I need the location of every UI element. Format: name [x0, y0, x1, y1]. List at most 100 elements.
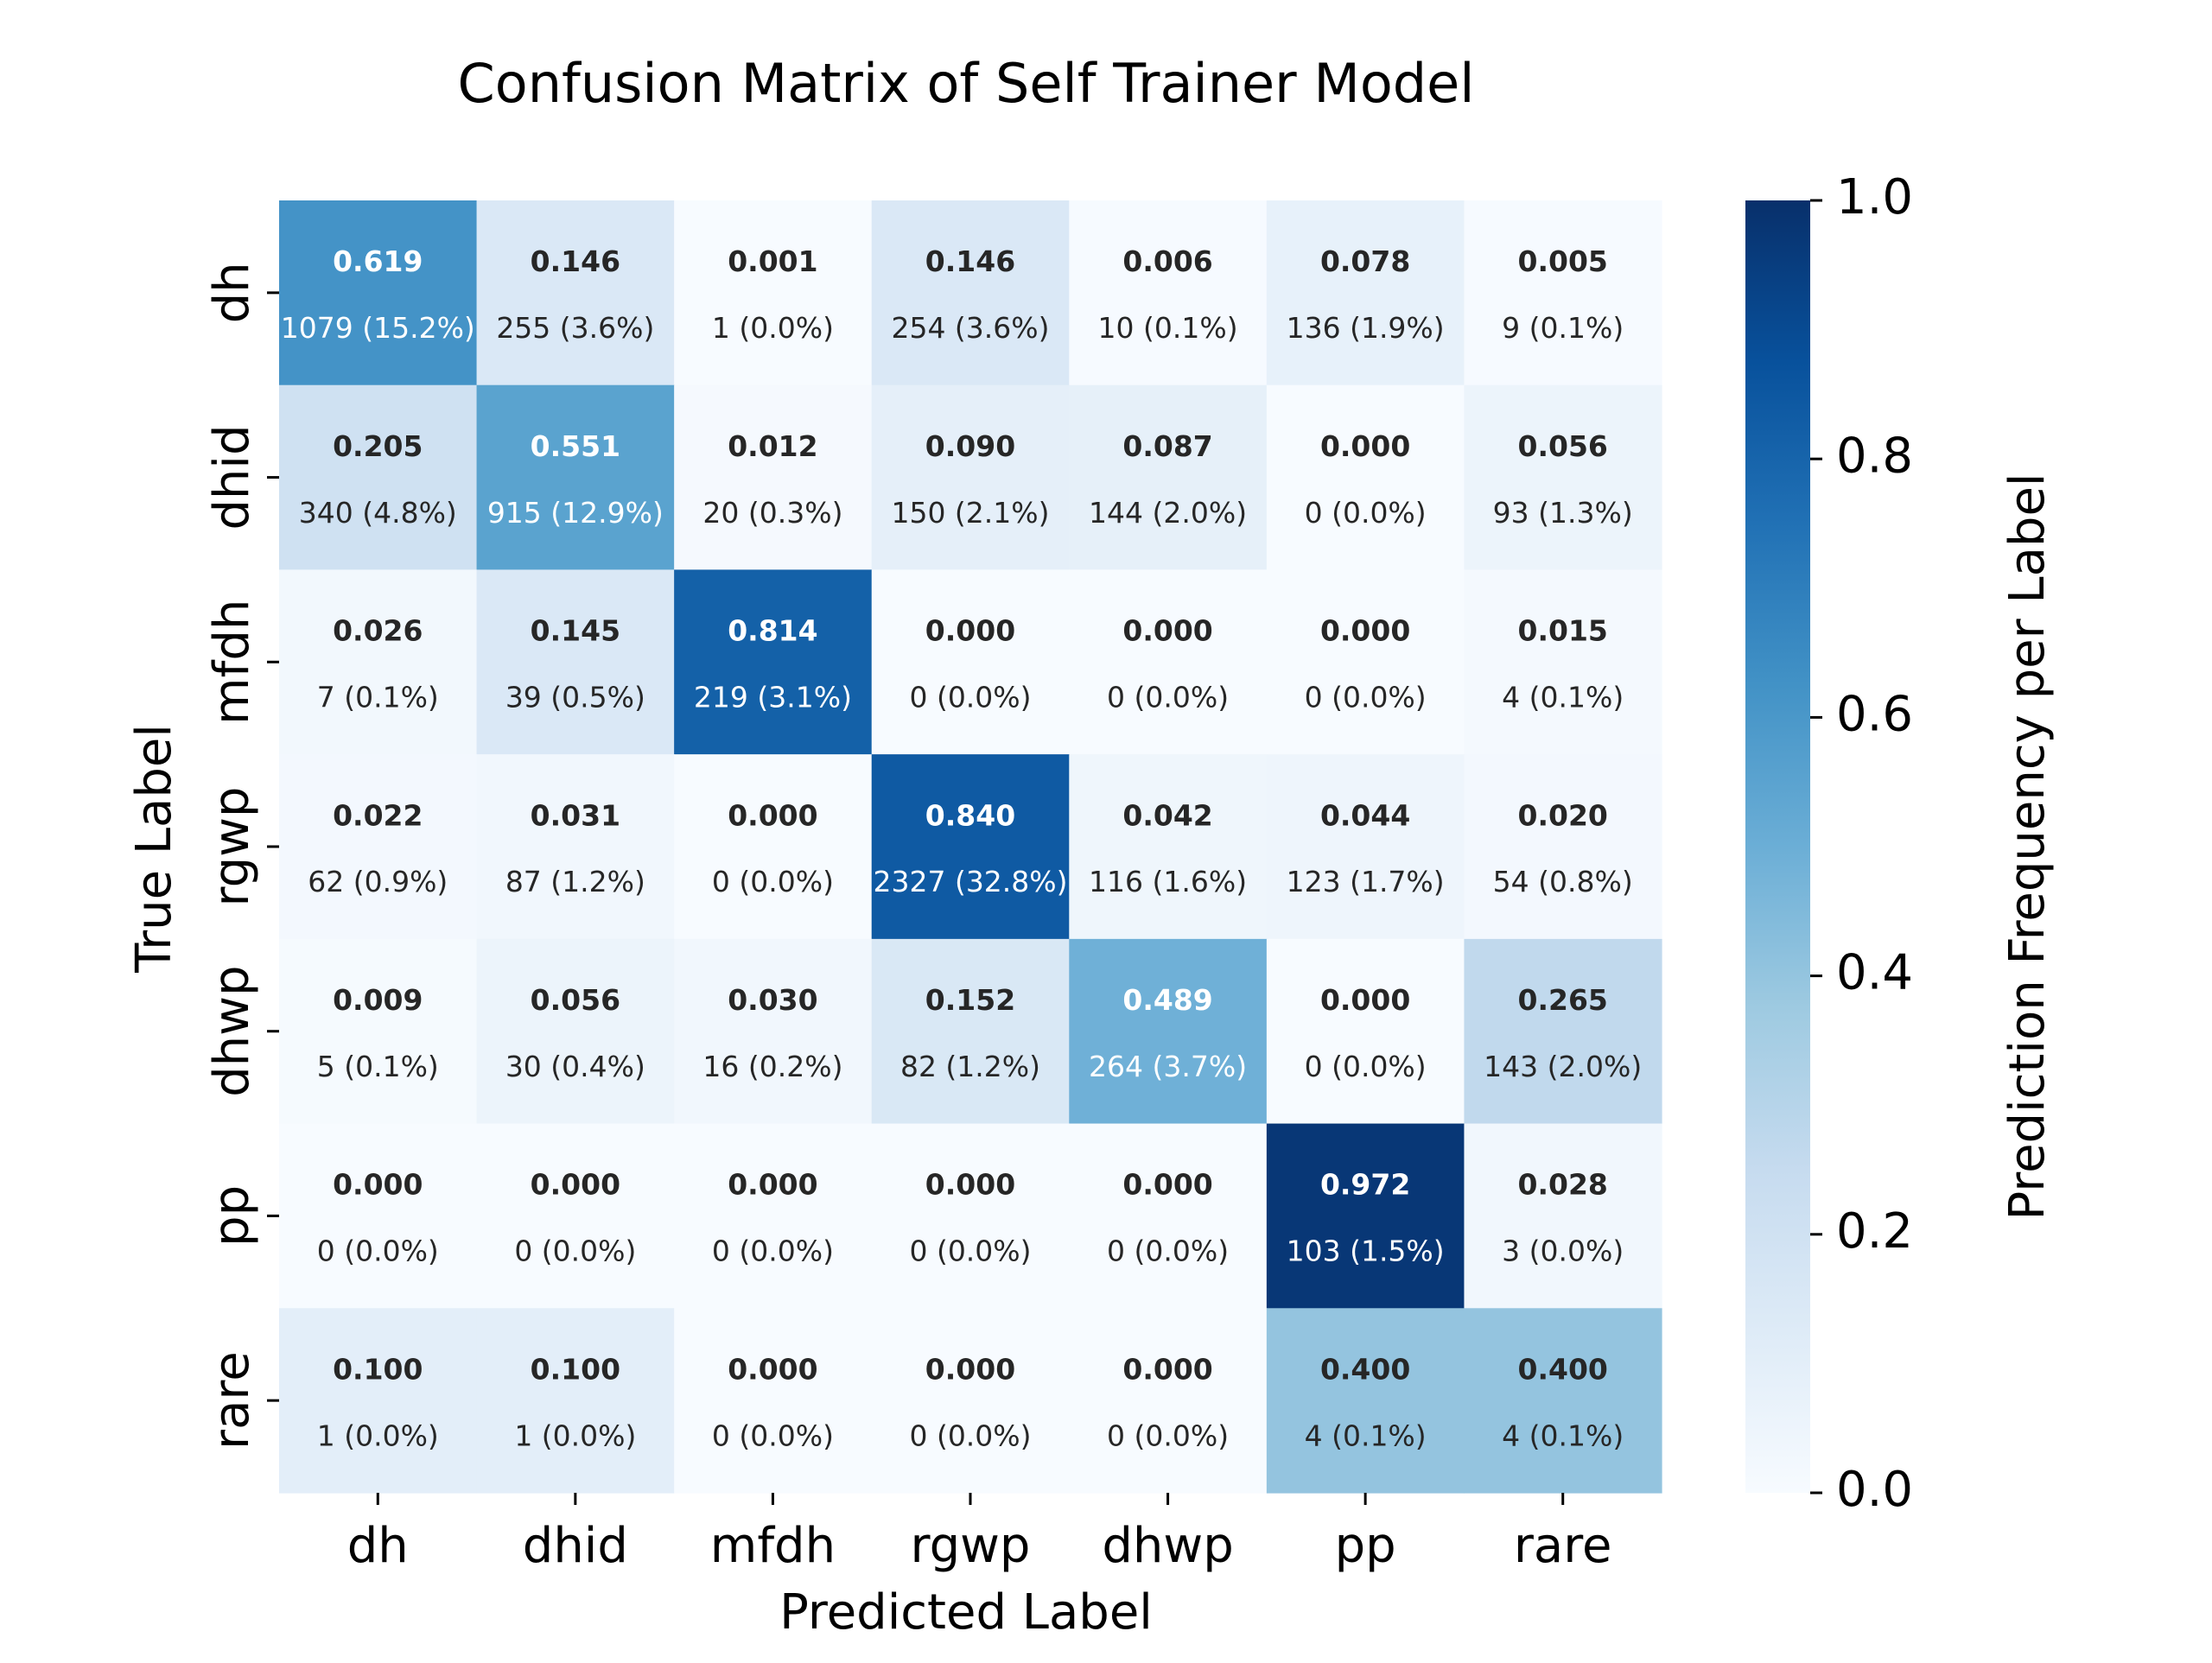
heatmap-cell	[279, 1308, 478, 1494]
cell-proportion-label: 0.044	[1320, 798, 1410, 832]
colorbar-tick-label: 1.0	[1836, 169, 1913, 225]
cell-count-label: 915 (12.9%)	[487, 496, 664, 530]
cell-proportion-label: 0.000	[728, 1352, 817, 1386]
heatmap-cell	[674, 569, 873, 755]
heatmap-cell	[674, 200, 873, 386]
cell-proportion-label: 0.078	[1320, 244, 1410, 278]
cell-count-label: 54 (0.8%)	[1493, 865, 1633, 898]
heatmap-cell	[1266, 384, 1465, 571]
cell-proportion-label: 0.031	[531, 798, 620, 832]
cell-proportion-label: 0.056	[1518, 429, 1608, 463]
cell-proportion-label: 0.000	[1320, 429, 1410, 463]
cell-count-label: 0 (0.0%)	[317, 1235, 439, 1268]
cell-count-label: 0 (0.0%)	[909, 1419, 1031, 1452]
cell-proportion-label: 0.000	[925, 1168, 1015, 1202]
heatmap-cell	[1464, 1123, 1662, 1309]
heatmap-cell	[1069, 938, 1268, 1125]
colorbar-tick-label: 0.6	[1836, 687, 1913, 743]
colorbar-tick-label: 0.8	[1836, 428, 1913, 484]
heatmap-cell	[674, 754, 873, 940]
cell-count-label: 39 (0.5%)	[505, 681, 645, 714]
cell-count-label: 2327 (32.8%)	[873, 865, 1067, 898]
heatmap-cell	[1464, 384, 1662, 571]
cell-count-label: 1 (0.0%)	[712, 311, 834, 345]
cell-proportion-label: 0.000	[1122, 1168, 1212, 1202]
cell-count-label: 1079 (15.2%)	[281, 311, 475, 345]
heatmap-cell	[476, 384, 675, 571]
cell-proportion-label: 0.152	[925, 983, 1015, 1017]
cell-proportion-label: 0.005	[1518, 244, 1608, 278]
heatmap-cell	[871, 754, 1070, 940]
heatmap-cell	[1069, 754, 1268, 940]
colorbar-tick-label: 0.0	[1836, 1462, 1913, 1518]
x-axis-label: Predicted Label	[779, 1584, 1153, 1641]
cell-proportion-label: 0.146	[531, 244, 620, 278]
cell-count-label: 82 (1.2%)	[900, 1050, 1040, 1083]
heatmap-cell	[279, 754, 478, 940]
cell-proportion-label: 0.026	[333, 614, 423, 648]
cell-count-label: 93 (1.3%)	[1493, 496, 1633, 530]
y-tick-label: dhwp	[204, 966, 260, 1097]
cell-count-label: 264 (3.7%)	[1089, 1050, 1247, 1083]
cell-proportion-label: 0.400	[1320, 1352, 1410, 1386]
y-tick-label: dh	[204, 262, 260, 323]
heatmap-cell	[1069, 569, 1268, 755]
cell-proportion-label: 0.400	[1518, 1352, 1608, 1386]
cell-count-label: 0 (0.0%)	[514, 1235, 636, 1268]
heatmap-cell	[674, 1308, 873, 1494]
heatmap-cell	[674, 384, 873, 571]
heatmap-cell	[279, 569, 478, 755]
heatmap-cell	[1266, 569, 1465, 755]
cell-count-label: 144 (2.0%)	[1089, 496, 1247, 530]
heatmap-cell	[1069, 200, 1268, 386]
cell-count-label: 0 (0.0%)	[1305, 681, 1427, 714]
cell-proportion-label: 0.000	[925, 614, 1015, 648]
cell-count-label: 1 (0.0%)	[514, 1419, 636, 1452]
heatmap-cell	[1464, 938, 1662, 1125]
x-axis: dh dhid mfdh rgwp dhwp pp rare	[347, 1493, 1612, 1574]
cell-proportion-label: 0.551	[531, 429, 620, 463]
cell-proportion-label: 0.042	[1122, 798, 1212, 832]
cell-proportion-label: 0.028	[1518, 1168, 1608, 1202]
cell-proportion-label: 0.146	[925, 244, 1015, 278]
cell-count-label: 4 (0.1%)	[1502, 681, 1624, 714]
heatmap-cell	[871, 569, 1070, 755]
cell-count-label: 0 (0.0%)	[712, 1235, 834, 1268]
heatmap-cell	[1069, 384, 1268, 571]
cell-count-label: 340 (4.8%)	[299, 496, 457, 530]
heatmap-cell	[871, 938, 1070, 1125]
cell-count-label: 10 (0.1%)	[1098, 311, 1238, 345]
cell-count-label: 30 (0.4%)	[505, 1050, 645, 1083]
cell-count-label: 0 (0.0%)	[1107, 1419, 1229, 1452]
cell-proportion-label: 0.489	[1122, 983, 1212, 1017]
heatmap-cell	[1464, 1308, 1662, 1494]
y-tick-label: mfdh	[204, 600, 260, 725]
heatmap-cell	[476, 569, 675, 755]
heatmap-cell	[1464, 200, 1662, 386]
cell-proportion-label: 0.087	[1122, 429, 1212, 463]
cell-proportion-label: 0.145	[531, 614, 620, 648]
heatmap-cell	[1464, 569, 1662, 755]
cell-proportion-label: 0.000	[1320, 983, 1410, 1017]
y-tick-label: dhid	[204, 424, 260, 530]
cell-count-label: 4 (0.1%)	[1502, 1419, 1624, 1452]
heatmap-cell	[476, 1308, 675, 1494]
colorbar-tick-label: 0.4	[1836, 945, 1913, 1001]
cell-count-label: 62 (0.9%)	[308, 865, 448, 898]
y-axis-label: True Label	[126, 724, 182, 974]
cell-proportion-label: 0.265	[1518, 983, 1608, 1017]
heatmap-cell	[1266, 200, 1465, 386]
heatmap-cell	[1266, 1308, 1465, 1494]
x-tick-label: dh	[347, 1518, 409, 1574]
heatmap-cell	[871, 384, 1070, 571]
heatmap-cell	[1266, 1123, 1465, 1309]
cell-count-label: 116 (1.6%)	[1089, 865, 1247, 898]
cell-count-label: 255 (3.6%)	[496, 311, 654, 345]
cell-count-label: 143 (2.0%)	[1484, 1050, 1642, 1083]
chart-title: Confusion Matrix of Self Trainer Model	[457, 52, 1474, 115]
y-axis: dh dhid mfdh rgwp dhwp pp rare	[204, 262, 279, 1450]
cell-proportion-label: 0.100	[333, 1352, 423, 1386]
heatmap-cell	[1266, 754, 1465, 940]
